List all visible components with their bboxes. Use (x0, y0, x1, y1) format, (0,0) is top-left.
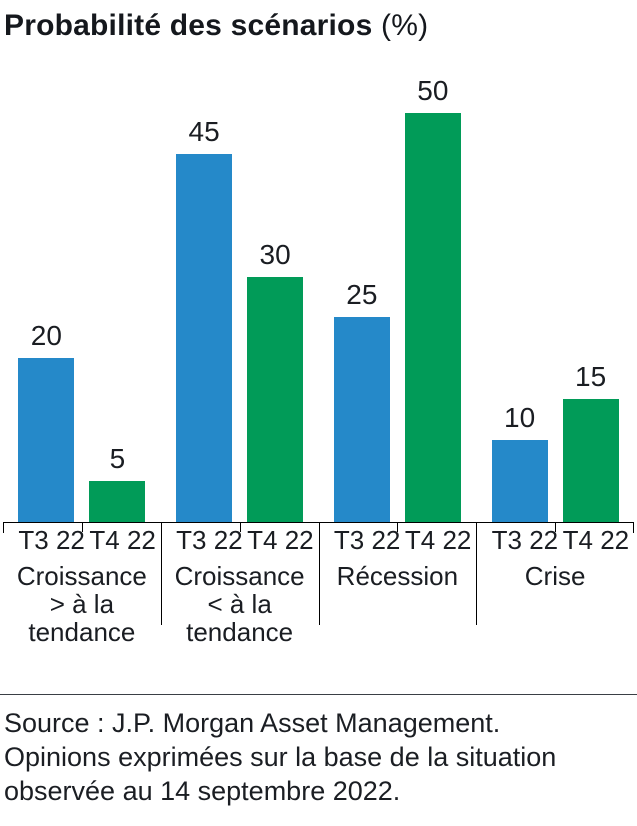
bar-t4-22 (247, 277, 304, 522)
tick-label-row: T3 22 T4 22 (161, 523, 319, 555)
bar-column: 30 (247, 239, 304, 522)
category-label: Crise (524, 561, 586, 591)
bar-value-label: 30 (259, 239, 291, 270)
bar-t4-22 (89, 481, 146, 522)
group-divider-line (476, 522, 478, 625)
bar-column: 5 (89, 443, 146, 522)
bar-t3-22 (176, 154, 233, 522)
bar-value-label: 45 (188, 116, 220, 147)
edge-tick-mark (3, 522, 4, 533)
mid-tick-mark (397, 522, 399, 532)
bar-pair: 25 50 (319, 75, 477, 522)
tick-label-t4-22: T4 22 (562, 525, 630, 555)
category-label: Croissance > à la tendance (16, 561, 147, 647)
tick-label-t3-22: T3 22 (176, 525, 243, 555)
axis-label-block: T3 22 T4 22 Récession (318, 522, 477, 591)
bar-t3-22 (18, 358, 75, 522)
footer-divider (0, 694, 637, 695)
bar-t4-22 (562, 399, 619, 522)
bar-chart: 20 5 T3 22 T4 22 Croissance > à la tendance 4… (3, 75, 634, 646)
tick-label-t3-22: T3 22 (491, 525, 559, 555)
chart-title-main: Probabilité des scénarios (4, 9, 373, 42)
chart-group: 45 30 T3 22 T4 22 Croissance < à la tendance (160, 75, 319, 647)
chart-group: 10 15 T3 22 T4 22 Crise (476, 75, 634, 646)
group-divider-line (318, 522, 320, 625)
bar-column: 15 (562, 361, 619, 522)
bar-column: 50 (404, 75, 461, 522)
category-label: Récession (336, 561, 459, 591)
chart-title: Probabilité des scénarios (%) (0, 0, 637, 46)
bar-column: 10 (491, 402, 548, 522)
bar-value-label: 5 (109, 443, 126, 474)
tick-label-row: T3 22 T4 22 (3, 523, 161, 555)
axis-label-block: T3 22 T4 22 Croissance < à la tendance (160, 522, 319, 647)
bar-value-label: 50 (417, 75, 449, 106)
tick-label-t4-22: T4 22 (89, 525, 156, 555)
tick-label-row: T3 22 T4 22 (476, 523, 634, 555)
bar-pair: 10 15 (476, 75, 634, 522)
bar-column: 25 (333, 279, 390, 522)
tick-label-t3-22: T3 22 (18, 525, 85, 555)
bar-value-label: 15 (575, 361, 607, 392)
bar-t3-22 (491, 440, 548, 522)
mid-tick-mark (555, 522, 557, 532)
bar-t3-22 (333, 317, 390, 522)
category-label: Croissance < à la tendance (174, 561, 305, 647)
bar-pair: 45 30 (161, 75, 319, 522)
bar-column: 45 (176, 116, 233, 522)
mid-tick-mark (81, 522, 83, 532)
axis-label-block: T3 22 T4 22 Croissance > à la tendance (3, 522, 161, 646)
axis-label-block: T3 22 T4 22 Crise (476, 522, 634, 590)
chart-group: 25 50 T3 22 T4 22 Récession (318, 75, 477, 646)
bar-value-label: 25 (346, 279, 378, 310)
mid-tick-mark (239, 522, 241, 532)
source-note: Source : J.P. Morgan Asset Management. O… (4, 708, 557, 806)
tick-label-t4-22: T4 22 (404, 525, 472, 555)
tick-label-row: T3 22 T4 22 (319, 523, 477, 555)
chart-title-unit: (%) (381, 9, 429, 42)
bar-column: 20 (18, 320, 75, 522)
edge-tick-mark (633, 522, 634, 533)
bar-pair: 20 5 (3, 75, 161, 522)
chart-group: 20 5 T3 22 T4 22 Croissance > à la tendance (3, 75, 161, 646)
bar-value-label: 20 (30, 320, 62, 351)
bar-t4-22 (404, 113, 461, 522)
tick-label-t4-22: T4 22 (247, 525, 314, 555)
bar-value-label: 10 (504, 402, 536, 433)
tick-label-t3-22: T3 22 (333, 525, 401, 555)
group-divider-line (160, 522, 162, 625)
